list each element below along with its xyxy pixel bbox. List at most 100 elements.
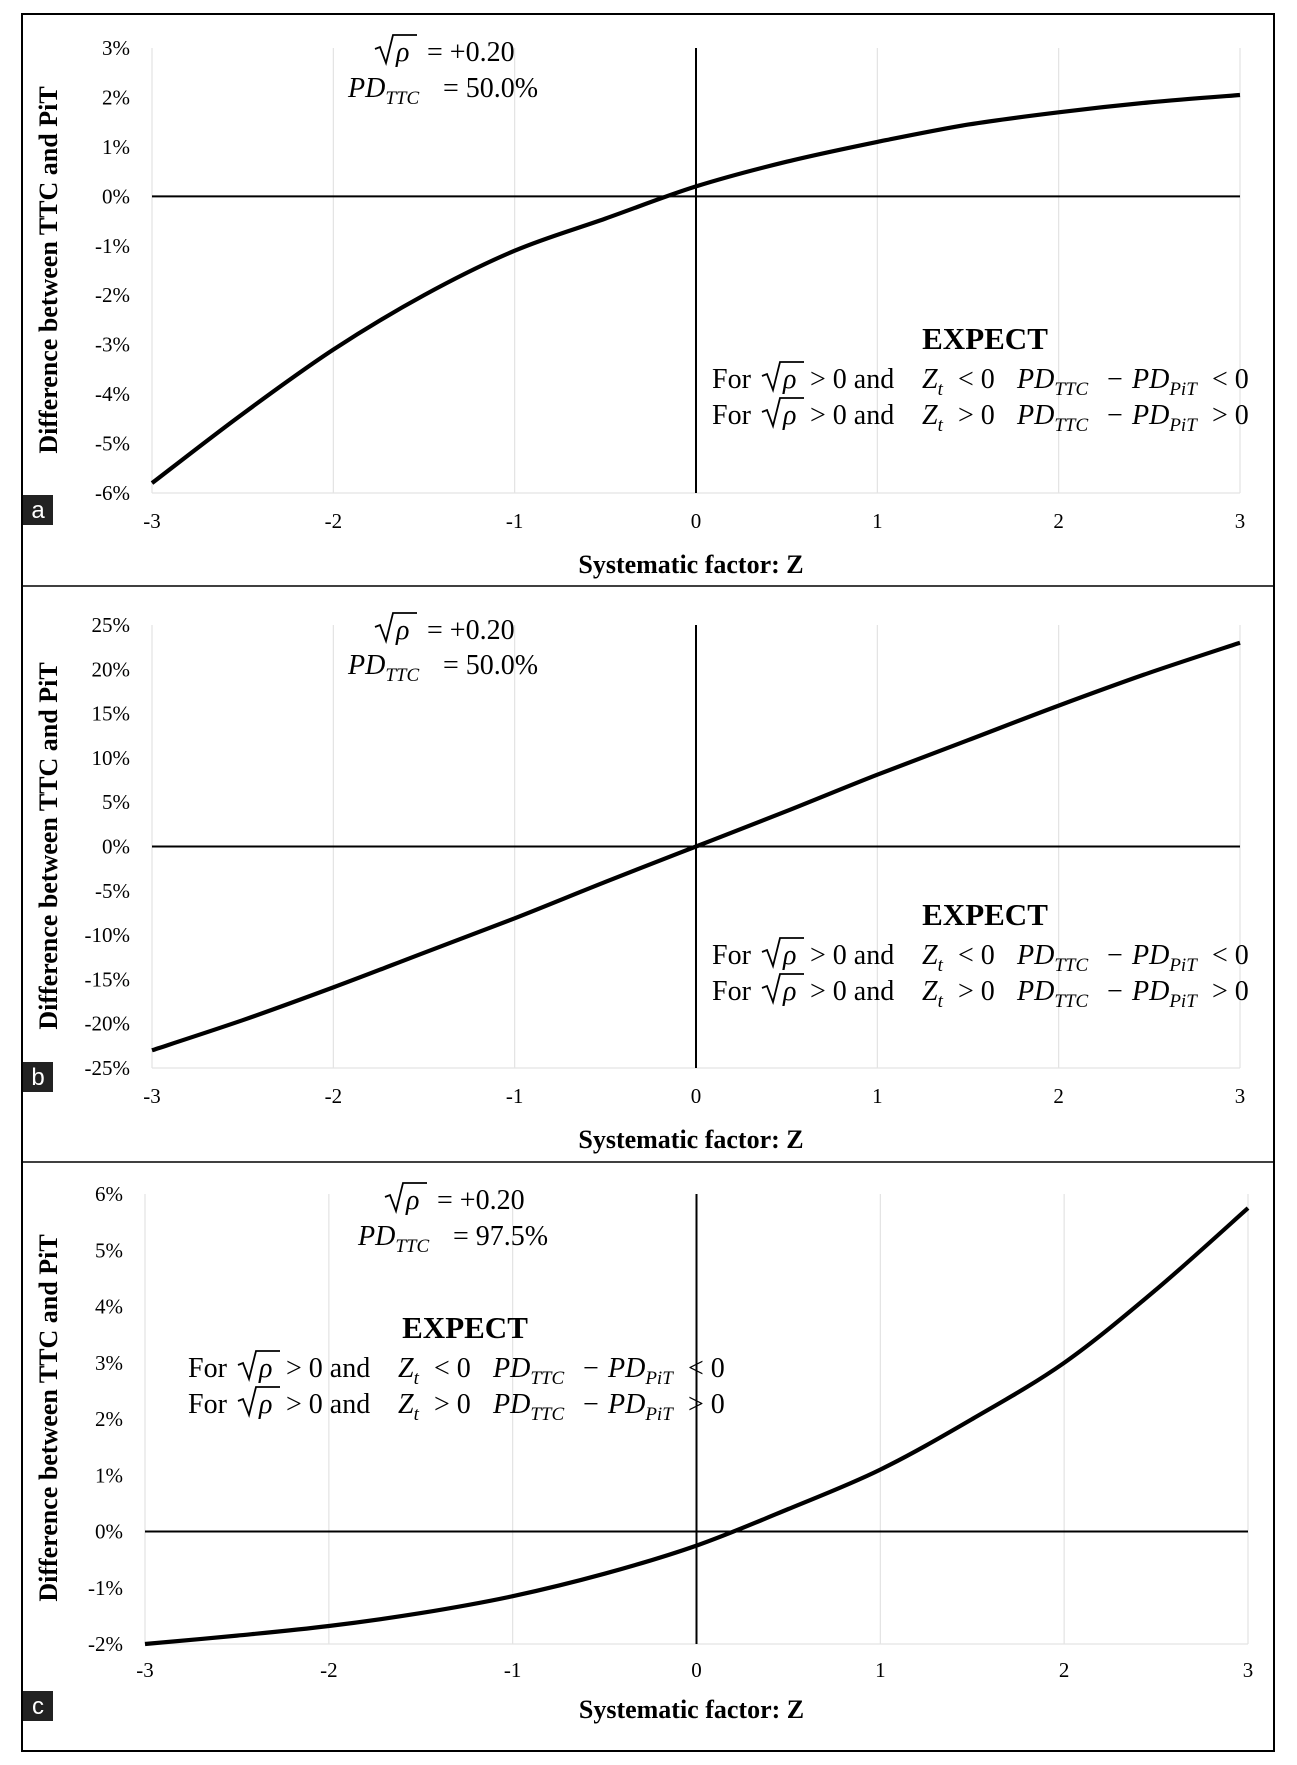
- expect-text: For: [712, 940, 752, 971]
- sqrt-icon: [761, 937, 804, 970]
- y-tick-label: -15%: [85, 967, 131, 991]
- x-tick-label: 2: [1053, 509, 1064, 533]
- expect-text: For: [712, 976, 752, 1007]
- x-tick-label: 2: [1059, 1658, 1070, 1682]
- expect-value: < 0: [958, 940, 995, 971]
- expect-value: > 0: [434, 1389, 471, 1420]
- x-tick-label: -1: [506, 1084, 524, 1108]
- pd-symbol: PDTTC: [492, 1389, 564, 1425]
- expect-title: EXPECT: [922, 897, 1048, 932]
- y-tick-label: -25%: [85, 1056, 131, 1080]
- y-tick-label: -1%: [88, 1576, 123, 1600]
- x-tick-label: 2: [1053, 1084, 1064, 1108]
- pd-symbol: PDPiT: [1131, 364, 1198, 400]
- pd-symbol: PDTTC: [1016, 364, 1088, 400]
- sqrt-icon: [237, 1386, 280, 1419]
- y-tick-label: -10%: [85, 923, 131, 947]
- expect-title: EXPECT: [922, 321, 1048, 356]
- sqrt-icon: [761, 973, 804, 1006]
- y-tick-label: 3%: [102, 36, 130, 60]
- minus-sign: −: [583, 1389, 599, 1420]
- y-tick-label: -5%: [95, 879, 130, 903]
- expect-value: < 0: [688, 1353, 725, 1384]
- x-tick-label: 3: [1243, 1658, 1254, 1682]
- panels: 3% 2% 1% 0% -1% -2% -3% -4% -5% -6% -3 -2 -1 0 1 2 3 Syst…: [23, 34, 1253, 1724]
- x-tick-label: 0: [691, 509, 702, 533]
- y-tick-label: 2%: [102, 85, 130, 109]
- y-tick-label: 4%: [95, 1295, 123, 1319]
- panel-label-box: [23, 1691, 53, 1721]
- panel-label: c: [32, 1693, 44, 1720]
- y-tick-label: 1%: [95, 1463, 123, 1487]
- pd-symbol: PDTTC: [1016, 400, 1088, 436]
- y-tick-label: 10%: [92, 746, 131, 770]
- x-tick-label: -3: [143, 1084, 161, 1108]
- x-tick-label: 0: [691, 1658, 702, 1682]
- y-tick-label: 0%: [102, 184, 130, 208]
- expect-condition: > 0 and: [286, 1353, 370, 1384]
- rho-symbol: ρ: [395, 37, 409, 68]
- y-tick-label: 0%: [102, 835, 130, 859]
- x-tick-label: 0: [691, 1084, 702, 1108]
- y-tick-label: -3%: [95, 333, 130, 357]
- rho-value: = +0.20: [437, 1185, 525, 1216]
- zt-symbol: Zt: [922, 364, 944, 400]
- zt-symbol: Zt: [398, 1389, 420, 1425]
- zt-symbol: Zt: [922, 400, 944, 436]
- x-tick-label: 3: [1235, 509, 1246, 533]
- y-tick-label: -5%: [95, 432, 130, 456]
- y-tick-label: 20%: [92, 657, 131, 681]
- pd-symbol: PDPiT: [607, 1389, 674, 1425]
- panel-label: b: [31, 1064, 44, 1091]
- expect-condition: > 0 and: [810, 400, 894, 431]
- x-tick-label: 1: [875, 1658, 886, 1682]
- pd-symbol: PDPiT: [607, 1353, 674, 1389]
- y-tick-label: -4%: [95, 382, 130, 406]
- pd-symbol: PDPiT: [1131, 400, 1198, 436]
- pd-symbol: PDPiT: [1131, 976, 1198, 1012]
- x-tick-label: -1: [504, 1658, 522, 1682]
- zt-symbol: Zt: [922, 940, 944, 976]
- pd-symbol: PDTTC: [347, 650, 419, 686]
- panel-label: a: [31, 497, 45, 524]
- expect-value: > 0: [688, 1389, 725, 1420]
- expect-text: For: [188, 1389, 228, 1420]
- x-axis-title: Systematic factor: Z: [578, 550, 803, 579]
- expect-text: For: [188, 1353, 228, 1384]
- pd-value: = 50.0%: [443, 73, 538, 104]
- expect-condition: > 0 and: [810, 976, 894, 1007]
- expect-value: < 0: [434, 1353, 471, 1384]
- expect-condition: > 0 and: [810, 364, 894, 395]
- minus-sign: −: [1107, 940, 1123, 971]
- x-tick-label: -3: [136, 1658, 154, 1682]
- x-tick-label: 1: [872, 1084, 883, 1108]
- sqrt-icon: [384, 1182, 427, 1215]
- y-tick-label: 1%: [102, 135, 130, 159]
- rho-symbol: ρ: [782, 940, 796, 971]
- pd-symbol: PDTTC: [492, 1353, 564, 1389]
- chart-panel-c: 6% 5% 4% 3% 2% 1% 0% -1% -2% -3 -2 -1 0 1 2 3 Systematic…: [23, 1182, 1253, 1724]
- y-tick-label: 15%: [92, 702, 131, 726]
- sqrt-icon: [237, 1350, 280, 1383]
- x-tick-label: -2: [325, 509, 343, 533]
- y-tick-label: -20%: [85, 1012, 131, 1036]
- panel-label-box: [23, 495, 53, 525]
- expect-condition: > 0 and: [286, 1389, 370, 1420]
- expect-value: > 0: [958, 400, 995, 431]
- sqrt-icon: [761, 397, 804, 430]
- x-axis-title: Systematic factor: Z: [579, 1695, 804, 1724]
- rho-symbol: ρ: [782, 400, 796, 431]
- x-axis-title: Systematic factor: Z: [578, 1125, 803, 1154]
- x-tick-label: -2: [325, 1084, 343, 1108]
- chart-panel-a: 3% 2% 1% 0% -1% -2% -3% -4% -5% -6% -3 -2 -1 0 1 2 3 Syst…: [23, 34, 1249, 579]
- rho-symbol: ρ: [405, 1185, 419, 1216]
- zt-symbol: Zt: [398, 1353, 420, 1389]
- pd-symbol: PDTTC: [347, 73, 419, 109]
- y-tick-label: -1%: [95, 234, 130, 258]
- y-tick-label: -2%: [88, 1632, 123, 1656]
- y-axis-title: Difference between TTC and PiT: [34, 86, 63, 453]
- y-axis-title: Difference between TTC and PiT: [34, 1234, 63, 1601]
- x-tick-label: 3: [1235, 1084, 1246, 1108]
- expect-value: < 0: [958, 364, 995, 395]
